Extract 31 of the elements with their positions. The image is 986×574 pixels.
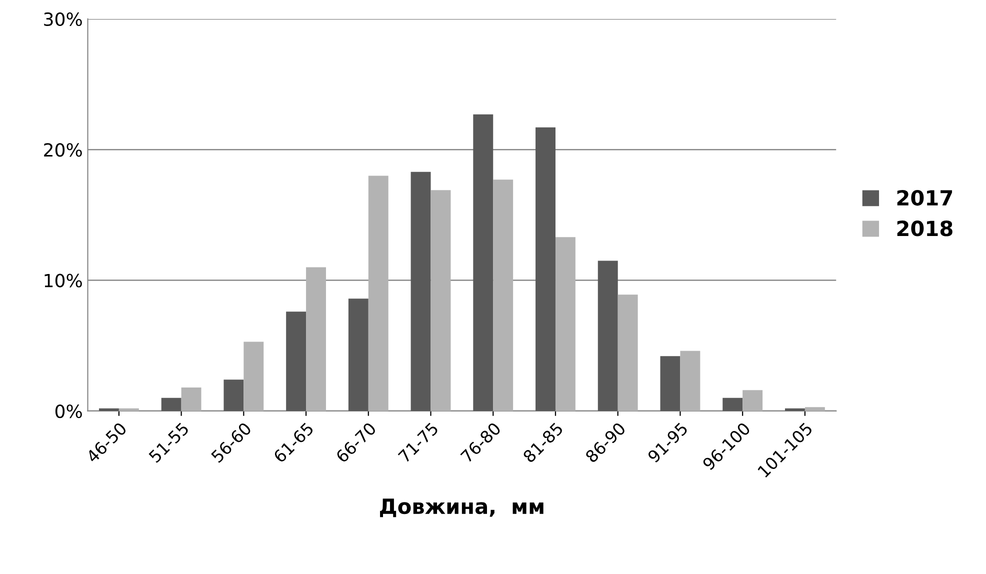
y-tick-label: 30% xyxy=(44,12,82,26)
y-tick-label: 0% xyxy=(55,404,82,418)
bar xyxy=(306,267,326,411)
bar xyxy=(181,387,202,411)
bar xyxy=(618,294,638,411)
y-tick-label: 20% xyxy=(44,143,82,157)
bar xyxy=(348,298,368,411)
bar xyxy=(118,408,139,411)
bar xyxy=(98,408,119,411)
bar xyxy=(410,172,431,411)
legend-label: 2018 xyxy=(897,220,952,236)
bar xyxy=(430,190,451,411)
bar xyxy=(555,237,576,411)
bar xyxy=(680,350,700,411)
bar xyxy=(804,407,825,411)
bar xyxy=(224,380,244,411)
bar xyxy=(536,127,556,411)
bar xyxy=(244,342,264,411)
bar xyxy=(286,312,306,411)
y-tick-label: 10% xyxy=(44,274,82,288)
bar xyxy=(473,114,494,411)
bar xyxy=(742,390,763,411)
legend-label: 2017 xyxy=(897,190,952,206)
bar xyxy=(598,260,618,411)
bar xyxy=(660,356,680,411)
bar xyxy=(368,176,388,411)
x-axis-title: Довжина, мм xyxy=(380,498,544,518)
bar xyxy=(722,398,743,411)
bar xyxy=(493,180,514,411)
bar xyxy=(161,398,182,411)
bar xyxy=(784,408,805,411)
